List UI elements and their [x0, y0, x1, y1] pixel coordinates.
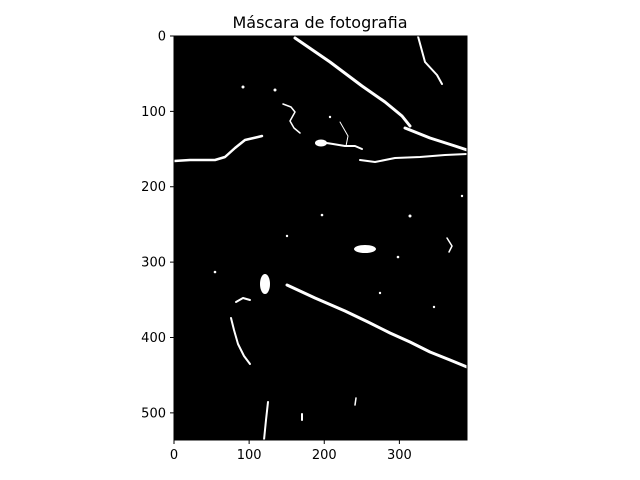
mask-blobs [213, 85, 464, 309]
y-tick-label: 400 [141, 331, 166, 346]
mask-strokes [174, 36, 467, 440]
plot-title: Máscara de fotografia [232, 13, 407, 32]
y-tick-label: 200 [141, 180, 166, 195]
x-tick-label: 0 [170, 448, 178, 463]
y-axis: 0 100 200 300 400 500 [141, 30, 174, 421]
x-axis: 0 100 200 300 [170, 440, 412, 463]
x-tick-label: 200 [312, 448, 337, 463]
axes-frame [173, 35, 468, 441]
y-tick-label: 500 [141, 406, 166, 421]
x-tick-label: 100 [237, 448, 262, 463]
mask-image [174, 36, 467, 440]
x-tick-label: 300 [387, 448, 412, 463]
y-tick-label: 0 [158, 30, 166, 45]
y-tick-label: 300 [141, 256, 166, 271]
y-tick-label: 100 [141, 105, 166, 120]
mask-background [174, 36, 467, 440]
